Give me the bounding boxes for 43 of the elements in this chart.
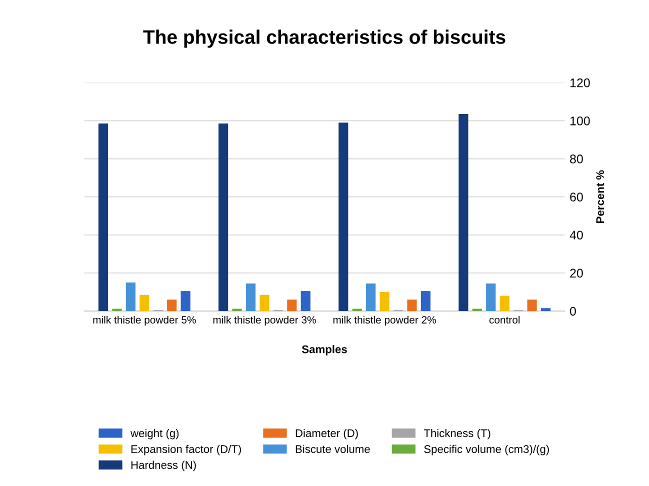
legend-label: Specific volume (cm3)/(g) [424, 444, 549, 456]
bar [527, 300, 537, 312]
y-tick-label: 0 [570, 306, 576, 316]
y-tick-label: 40 [570, 230, 583, 240]
bar [380, 292, 390, 312]
legend-label: Diameter (D) [296, 428, 358, 440]
bar [112, 308, 122, 312]
y-tick-label: 80 [570, 154, 583, 164]
bar [126, 282, 136, 312]
bar [366, 283, 376, 312]
bar [140, 294, 150, 312]
chart-title: The physical characteristics of biscuits [143, 30, 506, 48]
bar [260, 294, 270, 312]
bar [180, 291, 190, 312]
bar [300, 291, 310, 312]
y-tick-label: 120 [570, 78, 590, 88]
bar [287, 300, 297, 312]
bar [167, 300, 177, 312]
bar [218, 124, 228, 312]
bar [98, 124, 108, 312]
bar [246, 283, 256, 312]
x-tick-label: control [489, 316, 520, 324]
bar [232, 308, 242, 312]
bar [500, 296, 510, 312]
y-tick-label: 60 [570, 192, 583, 202]
legend-label: Thickness (T) [424, 428, 490, 440]
legend-label: weight (g) [130, 428, 179, 440]
legend-label: Expansion factor (D/T) [131, 444, 241, 456]
legend-label: Hardness (N) [131, 460, 196, 472]
x-tick-label: milk thistle powder 2% [333, 316, 436, 326]
bar [486, 283, 496, 312]
bar [420, 291, 430, 312]
bar [458, 114, 468, 312]
y-tick-label: 100 [570, 116, 590, 126]
x-axis-title: Samples [302, 345, 347, 356]
y-axis-title: Percent % [596, 170, 604, 223]
bar [407, 300, 417, 312]
bar [338, 122, 348, 312]
bar [540, 308, 551, 312]
x-tick-label: milk thistle powder 3% [213, 316, 316, 326]
legend-label: Biscute volume [296, 444, 370, 454]
y-tick-label: 20 [570, 268, 583, 278]
x-tick-label: milk thistle powder 5% [93, 316, 196, 326]
